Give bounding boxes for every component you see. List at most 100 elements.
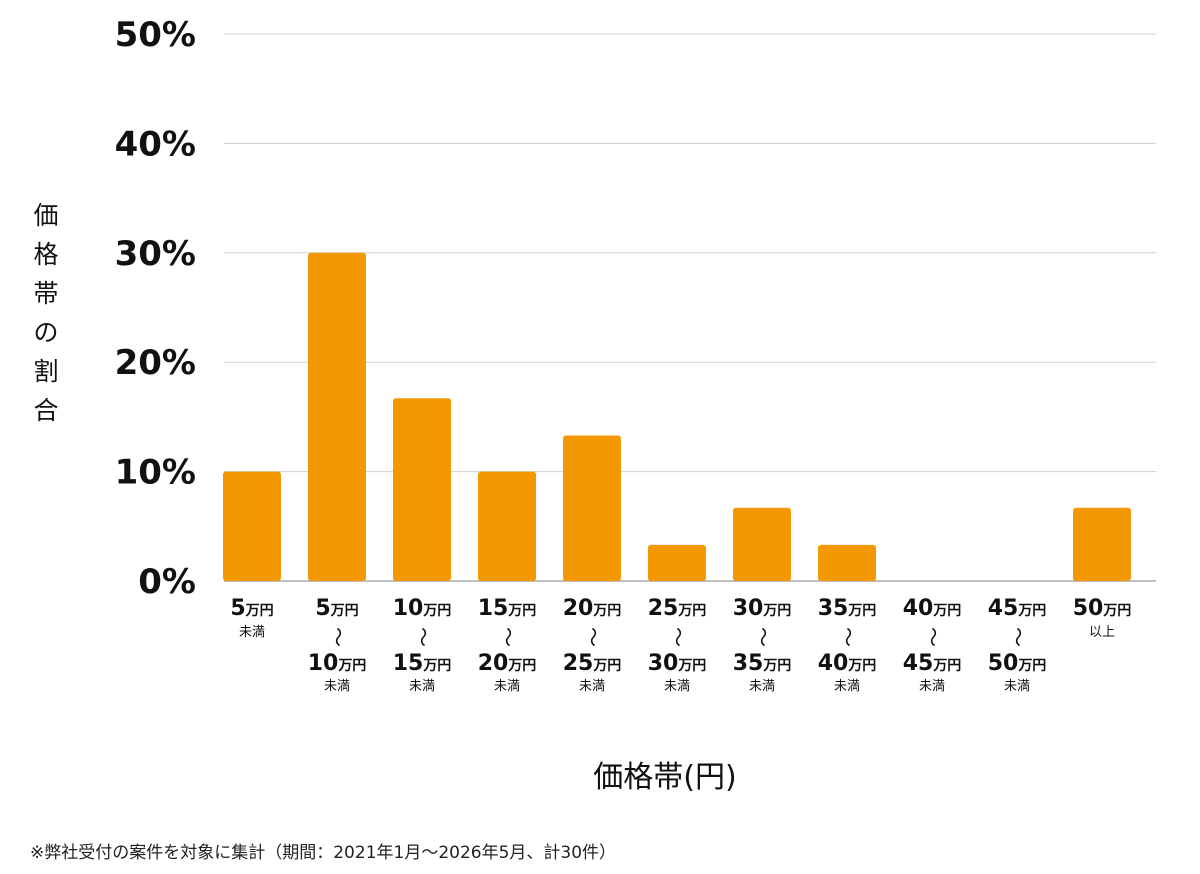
category-unit: 万円 xyxy=(507,603,536,619)
category-amount: 30万円 xyxy=(733,596,792,621)
category-unit: 万円 xyxy=(422,658,451,674)
y-tick-label: 40% xyxy=(115,124,196,164)
category-unit: 万円 xyxy=(1017,658,1046,674)
category-suffix: 未満 xyxy=(919,679,945,694)
y-axis-label-char: 割 xyxy=(33,357,59,386)
category-number: 10 xyxy=(393,596,424,621)
category-unit: 万円 xyxy=(847,658,876,674)
category-amount: 25万円 xyxy=(563,651,622,676)
category-unit: 万円 xyxy=(677,603,706,619)
category-suffix: 未満 xyxy=(664,679,690,694)
category-unit: 万円 xyxy=(330,603,359,619)
bar xyxy=(563,435,621,581)
range-tilde: 〜 xyxy=(411,627,435,647)
category-amount: 25万円 xyxy=(648,596,707,621)
category-amount: 20万円 xyxy=(563,596,622,621)
category-number: 20 xyxy=(478,651,509,676)
category-amount: 40万円 xyxy=(903,596,962,621)
category-unit: 万円 xyxy=(1017,603,1046,619)
category-amount: 35万円 xyxy=(733,651,792,676)
category-number: 30 xyxy=(733,596,764,621)
y-axis-label-char: 格 xyxy=(33,240,59,269)
y-tick-label: 20% xyxy=(115,343,196,383)
category-number: 35 xyxy=(818,596,849,621)
category-amount: 50万円 xyxy=(1073,596,1132,621)
y-tick-label: 10% xyxy=(115,453,196,493)
category-number: 5 xyxy=(230,596,245,621)
y-axis-label-char: 合 xyxy=(33,396,59,425)
category-number: 15 xyxy=(393,651,424,676)
bar xyxy=(223,471,281,581)
y-tick-label: 0% xyxy=(138,562,196,602)
y-axis-label: 価格帯の割合 xyxy=(28,196,64,430)
category-unit: 万円 xyxy=(592,658,621,674)
category-unit: 万円 xyxy=(762,658,791,674)
category-amount: 15万円 xyxy=(393,651,452,676)
range-tilde: 〜 xyxy=(581,627,605,647)
bar xyxy=(308,252,366,582)
category-number: 40 xyxy=(903,596,934,621)
category-number: 50 xyxy=(1073,596,1104,621)
category-suffix: 未満 xyxy=(834,679,860,694)
y-tick-label: 50% xyxy=(115,15,196,55)
y-axis-label-char: の xyxy=(33,318,59,347)
x-axis-label: 価格帯(円) xyxy=(593,760,737,795)
category-suffix: 未満 xyxy=(239,625,265,640)
category-amount: 30万円 xyxy=(648,651,707,676)
category-amount: 50万円 xyxy=(988,651,1047,676)
footnote: ※弊社受付の案件を対象に集計（期間：2021年1月〜2026年5月、計30件） xyxy=(30,843,617,863)
y-tick-label: 30% xyxy=(115,234,196,274)
category-amount: 35万円 xyxy=(818,596,877,621)
category-unit: 万円 xyxy=(507,658,536,674)
bar xyxy=(1073,507,1131,581)
bar xyxy=(733,507,791,581)
category-number: 50 xyxy=(988,651,1019,676)
category-number: 45 xyxy=(903,651,934,676)
category-suffix: 未満 xyxy=(409,679,435,694)
category-number: 25 xyxy=(563,651,594,676)
category-suffix: 未満 xyxy=(494,679,520,694)
category-unit: 万円 xyxy=(932,658,961,674)
category-suffix: 未満 xyxy=(749,679,775,694)
category-suffix: 未満 xyxy=(1004,679,1030,694)
category-number: 35 xyxy=(733,651,764,676)
category-unit: 万円 xyxy=(677,658,706,674)
category-number: 10 xyxy=(308,651,339,676)
category-number: 20 xyxy=(563,596,594,621)
category-amount: 5万円 xyxy=(315,596,358,621)
category-unit: 万円 xyxy=(592,603,621,619)
category-number: 5 xyxy=(315,596,330,621)
category-amount: 15万円 xyxy=(478,596,537,621)
range-tilde: 〜 xyxy=(1006,627,1030,647)
category-unit: 万円 xyxy=(762,603,791,619)
category-number: 15 xyxy=(478,596,509,621)
category-suffix: 未満 xyxy=(579,679,605,694)
category-number: 40 xyxy=(818,651,849,676)
category-unit: 万円 xyxy=(847,603,876,619)
category-amount: 20万円 xyxy=(478,651,537,676)
bar xyxy=(818,544,876,581)
category-unit: 万円 xyxy=(337,658,366,674)
range-tilde: 〜 xyxy=(666,627,690,647)
range-tilde: 〜 xyxy=(836,627,860,647)
category-unit: 万円 xyxy=(932,603,961,619)
category-unit: 万円 xyxy=(1102,603,1131,619)
category-unit: 万円 xyxy=(245,603,274,619)
category-number: 30 xyxy=(648,651,679,676)
category-suffix: 未満 xyxy=(324,679,350,694)
range-tilde: 〜 xyxy=(921,627,945,647)
range-tilde: 〜 xyxy=(326,627,350,647)
category-amount: 45万円 xyxy=(988,596,1047,621)
bar xyxy=(648,544,706,581)
category-amount: 10万円 xyxy=(393,596,452,621)
category-number: 25 xyxy=(648,596,679,621)
category-number: 45 xyxy=(988,596,1019,621)
range-tilde: 〜 xyxy=(496,627,520,647)
category-amount: 5万円 xyxy=(230,596,273,621)
category-amount: 40万円 xyxy=(818,651,877,676)
category-unit: 万円 xyxy=(422,603,451,619)
bar xyxy=(393,398,451,581)
bar xyxy=(478,471,536,581)
category-amount: 10万円 xyxy=(308,651,367,676)
